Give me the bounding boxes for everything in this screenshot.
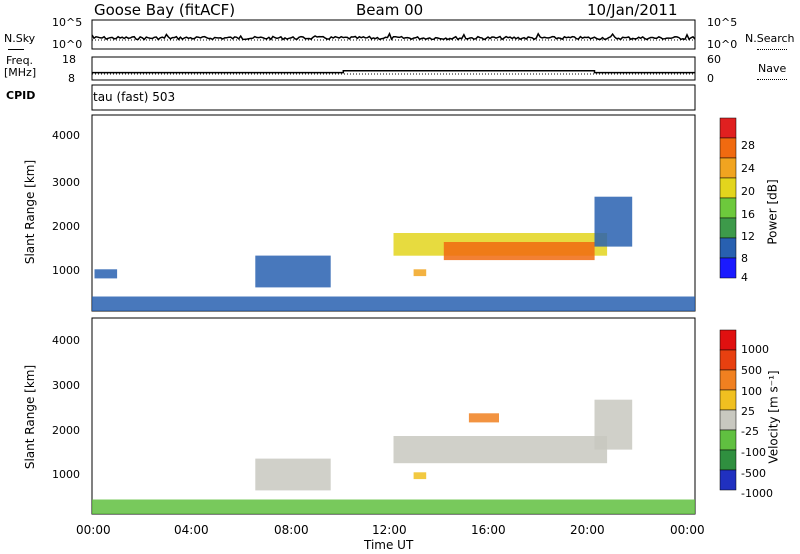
noise-left-tick-bottom: 10^0	[52, 38, 83, 51]
velocity-colorbar-swatch-4	[719, 409, 737, 431]
station-title: Goose Bay (fitACF)	[94, 1, 236, 19]
power-colorbar-swatch-0	[719, 117, 737, 139]
velocity-feature-2	[468, 413, 499, 423]
vcb-tick-100: 100	[741, 385, 762, 398]
beam-title: Beam 00	[356, 1, 424, 19]
xtick-2: 08:00	[274, 523, 309, 537]
xtick-0: 00:00	[76, 523, 111, 537]
freq-tick-top: 18	[62, 53, 76, 66]
noise-right-tick-top: 10^5	[707, 16, 738, 29]
power-feature-3	[443, 242, 595, 261]
cpid-value: tau (fast) 503	[93, 90, 176, 104]
power-feature-0	[94, 269, 118, 279]
power-ytick-4000: 4000	[52, 129, 80, 142]
nave-tick-top: 60	[707, 53, 721, 66]
vel-ytick-2000: 2000	[52, 424, 80, 437]
pcb-tick-24: 24	[741, 162, 755, 175]
noise-panel-frame	[91, 19, 696, 50]
cpid-panel-frame	[91, 84, 696, 111]
noise-right-tick-bottom: 10^0	[707, 38, 738, 51]
power-colorbar-swatch-2	[719, 157, 737, 179]
nave-tick-bottom: 0	[707, 72, 714, 85]
velocity-colorbar-swatch-7	[719, 469, 737, 491]
freq-unit-label: [MHz]	[4, 66, 37, 79]
power-colorbar-swatch-1	[719, 137, 737, 159]
velocity-colorbar-swatch-0	[719, 329, 737, 351]
vcb-tick-neg100: -100	[741, 446, 766, 459]
velocity-colorbar-swatch-2	[719, 369, 737, 391]
power-colorbar-swatch-3	[719, 177, 737, 199]
power-colorbar-swatch-5	[719, 217, 737, 239]
freq-series-line	[92, 70, 695, 74]
date-title: 10/Jan/2011	[587, 1, 678, 19]
vcb-tick-25: 25	[741, 405, 755, 418]
pcb-tick-16: 16	[741, 208, 755, 221]
nsky-legend-line	[8, 49, 24, 50]
vel-ytick-4000: 4000	[52, 334, 80, 347]
freq-panel-frame	[91, 56, 696, 81]
power-ytick-1000: 1000	[52, 264, 80, 277]
vel-ytick-3000: 3000	[52, 379, 80, 392]
power-ytick-3000: 3000	[52, 176, 80, 189]
vcb-tick-1000: 1000	[741, 343, 769, 356]
pcb-tick-28: 28	[741, 139, 755, 152]
power-feature-5	[594, 196, 633, 247]
power-ytick-2000: 2000	[52, 220, 80, 233]
freq-label: Freq.	[6, 54, 34, 67]
velocity-feature-0	[393, 436, 608, 464]
velocity-feature-3	[594, 399, 633, 450]
nsearch-label: N.Search	[745, 32, 795, 45]
power-colorbar-swatch-6	[719, 237, 737, 259]
nsky-series-line	[91, 31, 696, 41]
xtick-1: 04:00	[174, 523, 209, 537]
xtick-6: 00:00	[670, 523, 705, 537]
pcb-tick-20: 20	[741, 185, 755, 198]
velocity-colorbar-swatch-1	[719, 349, 737, 371]
velocity-feature-5	[92, 499, 695, 514]
vcb-tick-neg1000: -1000	[741, 487, 773, 500]
pcb-tick-4: 4	[741, 271, 748, 284]
xtick-3: 12:00	[372, 523, 407, 537]
pcb-tick-12: 12	[741, 230, 755, 243]
power-colorbar-swatch-7	[719, 257, 737, 279]
vel-ytick-1000: 1000	[52, 468, 80, 481]
power-feature-6	[92, 296, 695, 311]
xtick-4: 16:00	[471, 523, 506, 537]
power-feature-1	[255, 255, 331, 288]
vcb-tick-500: 500	[741, 364, 762, 377]
vcb-tick-neg500: -500	[741, 467, 766, 480]
nsearch-legend-line	[757, 49, 787, 50]
power-feature-4	[413, 269, 427, 277]
power-colorbar-swatch-4	[719, 197, 737, 219]
vcb-tick-neg25: -25	[741, 425, 759, 438]
velocity-feature-4	[255, 458, 331, 491]
pcb-tick-8: 8	[741, 252, 748, 265]
nave-label: Nave	[758, 62, 787, 75]
velocity-colorbar-swatch-3	[719, 389, 737, 411]
velocity-colorbar-swatch-6	[719, 449, 737, 471]
freq-tick-bottom: 8	[68, 72, 75, 85]
nave-legend-line	[757, 79, 787, 80]
nsky-label: N.Sky	[4, 32, 36, 45]
velocity-feature-1	[413, 472, 427, 480]
cpid-label: CPID	[6, 89, 36, 102]
velocity-colorbar-swatch-5	[719, 429, 737, 451]
noise-left-tick-top: 10^5	[52, 16, 83, 29]
xtick-5: 20:00	[570, 523, 605, 537]
xaxis-label: Time UT	[364, 538, 414, 552]
